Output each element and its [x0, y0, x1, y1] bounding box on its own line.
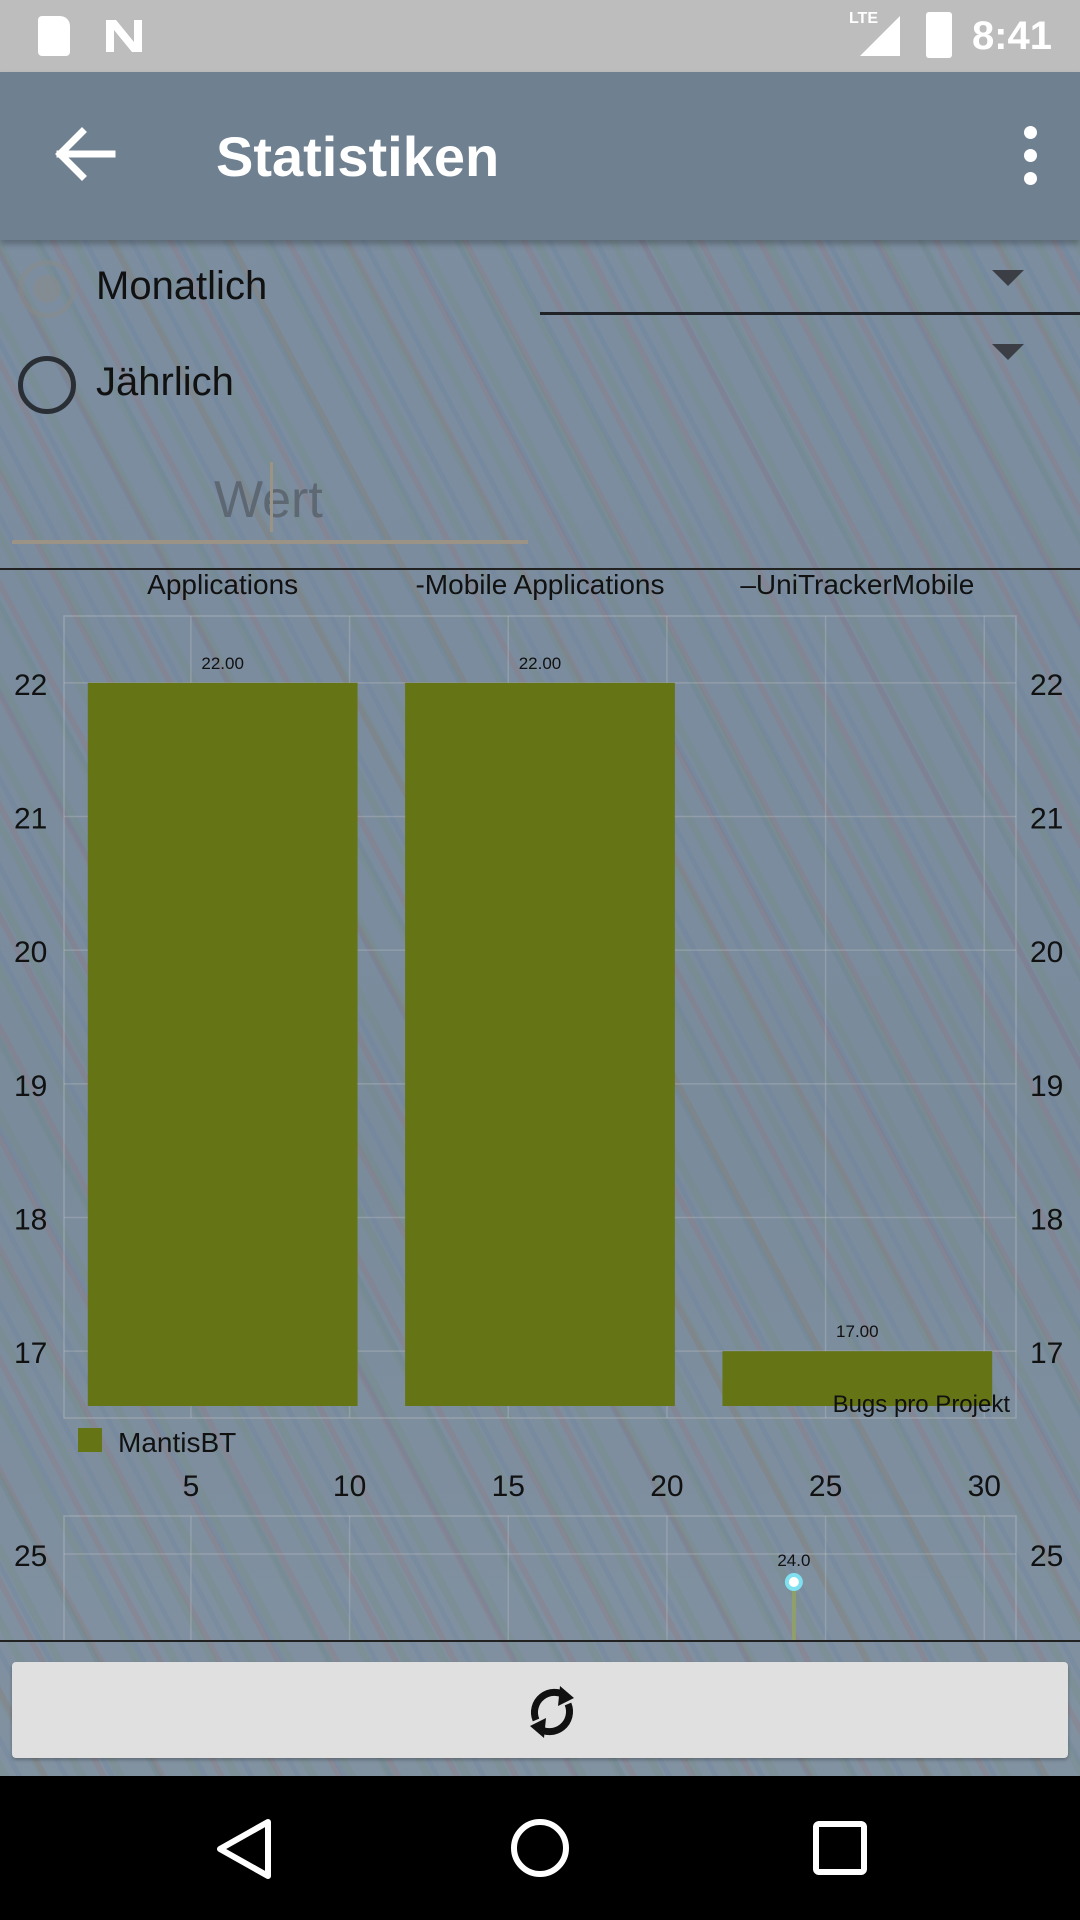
line-point — [784, 1573, 803, 1591]
category-label: Applications — [147, 570, 298, 600]
signal-icon — [860, 16, 900, 56]
x-tick-label: 15 — [492, 1470, 525, 1503]
y-tick-label-right-2: 25 — [1030, 1540, 1063, 1573]
y-tick-label-left: 21 — [14, 803, 47, 836]
chart-area: 17 17 18 18 19 19 20 20 21 21 22 22 22.00 Application… — [0, 570, 1080, 1640]
x-tick-label: 30 — [968, 1470, 1001, 1503]
sd-card-icon — [38, 16, 70, 56]
plot-border — [63, 615, 1017, 1419]
bar-data-label: 22.00 — [519, 654, 562, 673]
y-tick-label-left-2: 25 — [14, 1540, 47, 1573]
category-label: –UniTrackerMobile — [740, 570, 974, 600]
nav-back-icon[interactable] — [210, 1816, 276, 1882]
bar — [722, 1351, 993, 1406]
value-input-underline — [12, 540, 528, 544]
y-tick-label-right: 20 — [1030, 936, 1063, 969]
divider — [0, 1640, 1080, 1642]
nav-recents-icon[interactable] — [810, 1818, 870, 1878]
legend-label: MantisBT — [118, 1427, 236, 1458]
app-bar: Statistiken — [0, 72, 1080, 240]
more-vert-icon[interactable] — [1000, 122, 1060, 188]
chevron-down-icon[interactable] — [992, 344, 1024, 360]
radio-yearly-label: Jährlich — [96, 360, 234, 404]
x-tick-label: 10 — [333, 1470, 366, 1503]
legend-swatch — [78, 1428, 102, 1452]
chevron-down-icon[interactable] — [992, 270, 1024, 286]
status-bar: LTE 8:41 — [0, 0, 1080, 72]
text-cursor — [270, 462, 273, 532]
clock: 8:41 — [971, 14, 1052, 58]
y-tick-label-left: 20 — [14, 936, 47, 969]
y-tick-label-left: 19 — [14, 1070, 47, 1103]
bar — [405, 682, 675, 1406]
system-nav-bar — [0, 1776, 1080, 1920]
x-tick-label: 5 — [183, 1470, 200, 1503]
radio-yearly[interactable] — [18, 356, 76, 414]
bar — [87, 682, 358, 1406]
divider — [0, 568, 1080, 570]
plot-border-2 — [63, 1515, 1017, 1640]
x-tick-label: 25 — [809, 1470, 842, 1503]
line-data-label: 24.0 — [777, 1551, 810, 1570]
y-tick-label-right: 21 — [1030, 803, 1063, 836]
page-title: Statistiken — [216, 125, 500, 188]
y-tick-label-left: 17 — [14, 1337, 47, 1370]
y-tick-label-right: 18 — [1030, 1204, 1063, 1237]
radio-monthly-label: Monatlich — [96, 264, 268, 308]
n-notification-icon — [106, 20, 142, 52]
y-tick-label-right: 19 — [1030, 1070, 1063, 1103]
category-label: -Mobile Applications — [415, 570, 664, 600]
y-tick-label-right: 17 — [1030, 1337, 1063, 1370]
chart-description: Bugs pro Projekt — [833, 1391, 1011, 1418]
refresh-icon — [530, 1686, 574, 1738]
refresh-button[interactable] — [12, 1662, 1068, 1758]
bar-data-label: 17.00 — [836, 1322, 879, 1341]
y-tick-label-left: 22 — [14, 669, 47, 702]
nav-home-icon[interactable] — [508, 1816, 572, 1880]
battery-icon — [926, 12, 952, 58]
x-tick-label: 20 — [650, 1470, 683, 1503]
chart-svg: 17 17 18 18 19 19 20 20 21 21 22 22 22.00 Application… — [14, 570, 1063, 1640]
bar-data-label: 22.00 — [201, 654, 244, 673]
radio-monthly[interactable] — [18, 260, 76, 318]
arrow-back-icon[interactable] — [48, 124, 118, 184]
y-tick-label-left: 18 — [14, 1204, 47, 1237]
y-tick-label-right: 22 — [1030, 669, 1063, 702]
spinner-first[interactable] — [540, 312, 1080, 315]
value-input[interactable]: Wert — [214, 471, 323, 529]
